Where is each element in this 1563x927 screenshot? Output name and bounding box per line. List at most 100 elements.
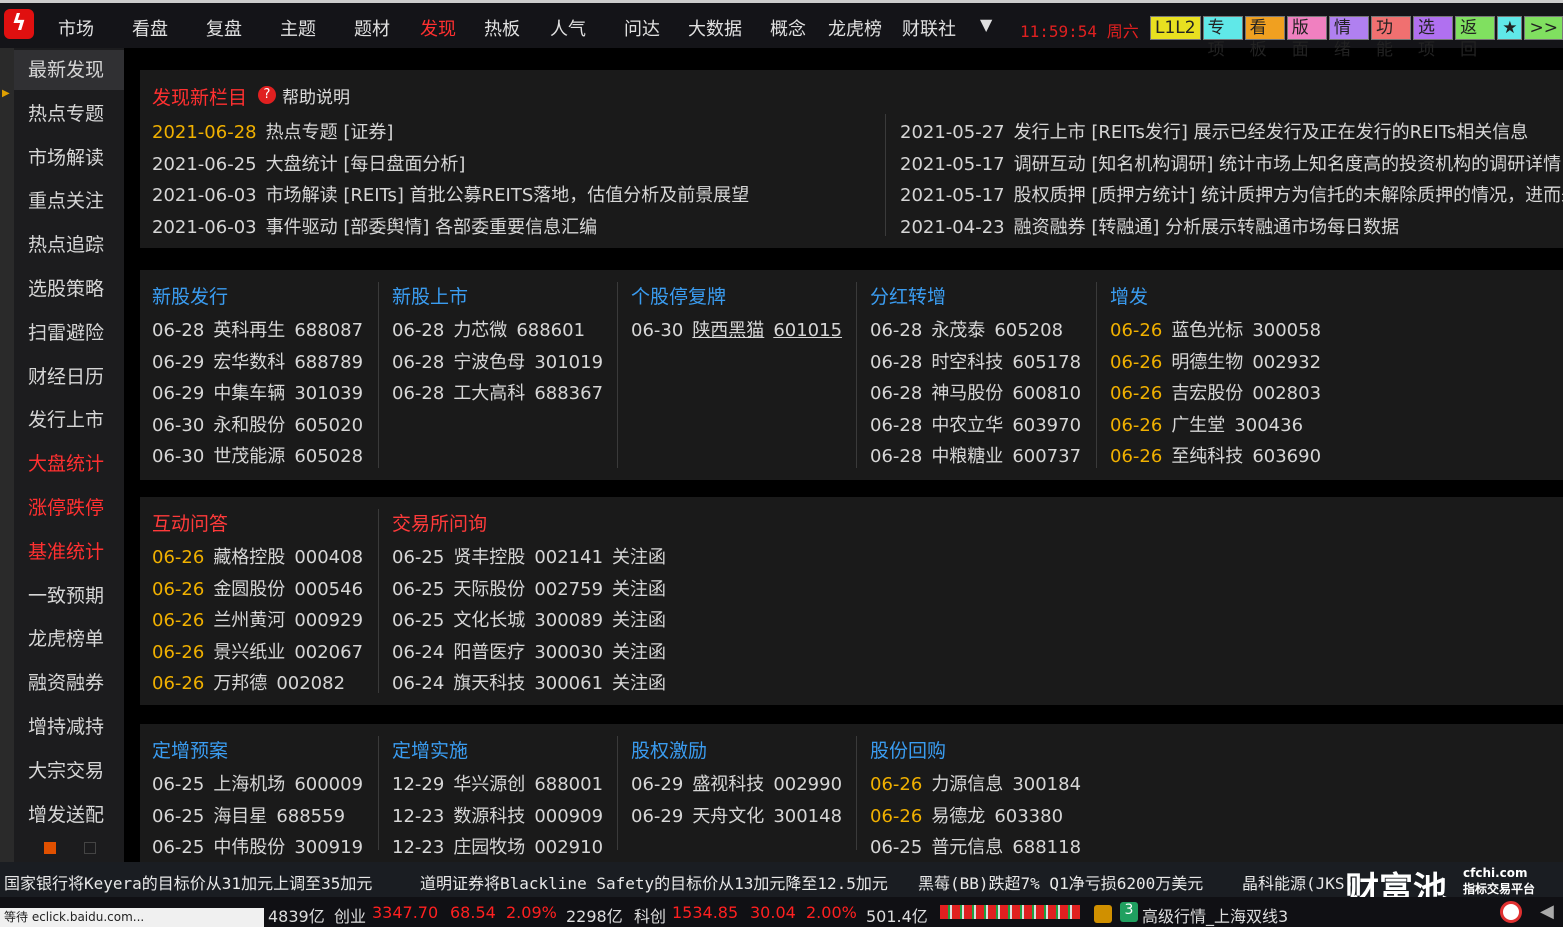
stock-row[interactable]: 06-28 英科再生 688087 [152,316,372,342]
news-item[interactable]: 2021-05-27 发行上市 [REITs发行] 展示已经发行及正在发行的REI… [900,118,1537,144]
help-link[interactable]: 帮助说明 [282,88,350,108]
stock-row[interactable]: 06-26 景兴纸业 002067 [152,638,372,664]
stock-row[interactable]: 06-25 中伟股份 300919 [152,833,372,859]
section-title[interactable]: 新股上市 [392,286,469,308]
sidebar-item[interactable]: 重点关注 [28,190,105,213]
help-icon[interactable]: ? [258,86,276,104]
toolbar-button[interactable]: 情绪 [1328,16,1369,60]
stock-row[interactable]: 06-30 永和股份 605020 [152,411,372,437]
app-logo[interactable]: ϟ [4,9,34,39]
menu-dropdown[interactable]: ▼ [980,15,993,34]
stock-row[interactable]: 06-25 上海机场 600009 [152,770,372,796]
stock-row[interactable]: 06-29 盛视科技 002990 [631,770,851,796]
stock-row[interactable]: 06-30 世茂能源 605028 [152,442,372,468]
stock-row[interactable]: 06-26 金圆股份 000546 [152,575,372,601]
stock-row[interactable]: 06-30 陕西黑猫 601015 [631,316,851,342]
sidebar-item[interactable]: 发行上市 [28,409,105,432]
stock-row[interactable]: 06-28 工大高科 688367 [392,379,612,405]
menu-3[interactable]: 主题 [280,19,316,40]
menu-12[interactable]: 财联社 [902,19,956,40]
news-item[interactable]: 2021-06-25 大盘统计 [每日盘面分析] [152,150,474,176]
sidebar-item[interactable]: 最新发现 [14,50,124,90]
stock-row[interactable]: 06-28 宁波色母 301019 [392,348,612,374]
stock-row[interactable]: 06-28 时空科技 605178 [870,348,1090,374]
section-title[interactable]: 个股停复牌 [631,286,727,308]
sidebar-item[interactable]: 扫雷避险 [28,321,105,344]
news-item[interactable]: 2021-05-17 调研互动 [知名机构调研] 统计市场上知名度高的投资机构的调… [900,150,1563,176]
toolbar-button[interactable]: 返回 [1455,16,1496,60]
toolbar-button[interactable]: >> [1524,16,1563,40]
sidebar-item[interactable]: 一致预期 [28,584,105,607]
stock-row[interactable]: 06-24 旗天科技 300061 关注函 [392,669,675,695]
sidebar-item[interactable]: 选股策略 [28,278,105,300]
stock-row[interactable]: 06-26 吉宏股份 002803 [1110,379,1330,405]
feed-name[interactable]: 高级行情_上海双线3 [1142,907,1289,926]
news-item[interactable]: 2021-06-03 事件驱动 [部委舆情] 各部委重要信息汇编 [152,213,606,239]
stock-row[interactable]: 06-26 力源信息 300184 [870,770,1090,796]
stock-row[interactable]: 06-25 文化长城 300089 关注函 [392,606,675,632]
menu-9[interactable]: 大数据 [688,19,742,40]
menu-8[interactable]: 问达 [624,19,660,40]
speaker-icon[interactable]: ◀ [1540,901,1554,922]
toolbar-button[interactable]: ★ [1497,16,1523,40]
menu-6[interactable]: 热板 [484,19,520,40]
toolbar-button[interactable]: 看板 [1244,16,1285,60]
menu-2[interactable]: 复盘 [206,19,242,40]
menu-10[interactable]: 概念 [770,19,806,40]
news-item[interactable]: 2021-06-03 市场解读 [REITs] 首批公募REITS落地，估值分析及… [152,181,758,207]
stock-row[interactable]: 06-28 中农立华 603970 [870,411,1090,437]
section-title[interactable]: 新股发行 [152,286,229,308]
sidebar-item[interactable]: 龙虎榜单 [28,628,105,651]
ticker-item[interactable]: 国家银行将Keyera的目标价从31加元上调至35加元 [4,874,373,893]
stock-row[interactable]: 06-26 明德生物 002932 [1110,348,1330,374]
ticker-item[interactable]: 道明证券将Blackline Safety的目标价从13加元降至12.5加元 [420,874,888,893]
menu-1[interactable]: 看盘 [132,19,168,40]
stock-row[interactable]: 06-25 贤丰控股 002141 关注函 [392,543,675,569]
toolbar-button[interactable]: 专项 [1202,16,1243,60]
sidebar-item[interactable]: 热点追踪 [28,234,105,257]
stock-row[interactable]: 06-24 阳普医疗 300030 关注函 [392,638,675,664]
toolbar-button[interactable]: 选项 [1413,16,1454,60]
sidebar-item[interactable]: 市场解读 [28,146,105,169]
stock-row[interactable]: 12-23 庄园牧场 002910 [392,833,612,859]
section-title[interactable]: 股份回购 [870,740,947,762]
news-item[interactable]: 2021-05-17 股权质押 [质押方统计] 统计质押方为信托的未解除质押的情况… [900,181,1563,207]
ticker-item[interactable]: 晶科能源(JKS) [1242,874,1355,893]
sidebar-item[interactable]: 增发送配 [28,803,105,826]
section-title[interactable]: 交易所问询 [392,513,488,535]
sidebar-item[interactable]: 大盘统计 [28,453,105,476]
news-item[interactable]: 2021-04-23 融资融券 [转融通] 分析展示转融通市场每日数据 [900,213,1408,239]
sidebar-item[interactable]: 基准统计 [28,540,105,563]
sidebar-item[interactable]: 热点专题 [28,102,105,125]
stock-row[interactable]: 06-26 兰州黄河 000929 [152,606,372,632]
sidebar-item[interactable]: 增持减持 [28,716,105,738]
stock-row[interactable]: 06-26 万邦德 002082 [152,669,354,695]
section-title[interactable]: 股权激励 [631,740,708,762]
toolbar-button[interactable]: L1L2 [1150,16,1201,40]
toolbar-button[interactable]: 版面 [1286,16,1327,60]
section-title[interactable]: 定增实施 [392,740,469,762]
menu-4[interactable]: 题材 [354,19,390,40]
stock-row[interactable]: 06-25 天际股份 002759 关注函 [392,575,675,601]
stock-row[interactable]: 06-26 蓝色光标 300058 [1110,316,1330,342]
sidebar-item[interactable]: 财经日历 [28,365,105,388]
stock-row[interactable]: 06-26 广生堂 300436 [1110,411,1312,437]
menu-7[interactable]: 人气 [550,19,586,40]
stock-row[interactable]: 12-29 华兴源创 688001 [392,770,612,796]
sidebar-item[interactable]: 融资融券 [28,672,105,695]
expand-arrow-icon[interactable]: ▶ [2,88,10,99]
sidebar-collapse-strip[interactable]: ▶ [0,48,14,862]
stock-row[interactable]: 06-28 中粮糖业 600737 [870,442,1090,468]
stock-row[interactable]: 06-29 天舟文化 300148 [631,802,851,828]
section-title[interactable]: 互动问答 [152,513,229,535]
sidebar-item[interactable]: 大宗交易 [28,759,105,782]
section-title[interactable]: 分红转增 [870,286,947,308]
stock-row[interactable]: 06-29 宏华数科 688789 [152,348,372,374]
ticker-item[interactable]: 黑莓(BB)跌超7% Q1净亏损6200万美元 [918,874,1204,893]
section-title[interactable]: 增发 [1110,286,1149,308]
sidebar-item[interactable]: 涨停跌停 [28,497,105,519]
stock-row[interactable]: 06-26 至纯科技 603690 [1110,442,1330,468]
news-item[interactable]: 2021-06-28 热点专题 [证券] [152,118,402,144]
page-dot-active[interactable] [44,842,56,854]
stock-row[interactable]: 06-28 神马股份 600810 [870,379,1090,405]
